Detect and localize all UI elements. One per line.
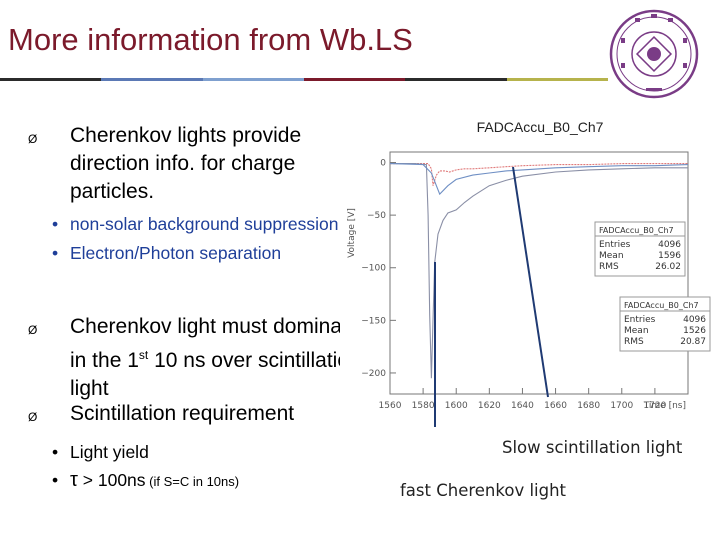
bullet-direction-info: Cherenkov lights provide direction info.… [70,124,302,203]
x-tick-label: 1580 [412,401,435,411]
stats-value: 26.02 [655,262,681,272]
bullet-marker: Ø [28,410,38,424]
x-tick-label: 1620 [478,401,501,411]
stats-value: 1526 [683,326,706,336]
waveform-series-2 [390,163,688,379]
stats-value: 1596 [658,251,681,261]
stats-value: 20.87 [680,337,706,347]
bullet-marker: Ø [28,323,38,337]
sub-bullet-suppression: • non-solar background suppression [52,214,339,234]
university-seal-icon [609,9,699,99]
stats-label: Mean [624,326,649,336]
slow-scintillation-label: Slow scintillation light [502,438,683,457]
x-tick-label: 1600 [445,401,468,411]
y-tick-label: −200 [361,369,386,379]
bullet-scintillation-requirement: Scintillation requirement [70,402,295,425]
rule-segment [506,78,608,81]
x-tick-label: 1660 [544,401,567,411]
plot-frame [389,151,689,395]
waveform-series-3 [389,163,689,196]
x-tick-label: 1640 [511,401,534,411]
rule-segment [0,78,102,81]
rule-segment [405,78,507,81]
sub-bullet-separation: • Electron/Photon separation [52,243,282,263]
x-axis-label: Time [ns] [643,401,686,411]
sub-bullet-light-yield: • Light yield [52,442,149,462]
rule-segment [101,78,203,81]
y-tick-label: −50 [367,211,386,221]
y-tick-label: 0 [380,159,386,169]
y-tick-label: −150 [361,316,386,326]
y-axis-label: Voltage [V] [347,208,357,258]
bullet-marker: Ø [28,132,38,146]
stats-box [619,296,711,352]
stats-label: RMS [624,337,644,347]
rule-segment [303,78,406,81]
fast-cherenkov-label: fast Cherenkov light [400,481,567,500]
slide-title: More information from Wb.LS [8,22,413,57]
fadc-waveform-chart: FADCAccu_B0_Ch7 0 −50 −100 −150 −200 1560 1580 1… [340,112,720,427]
title-divider [0,78,608,81]
stats-box [594,221,686,277]
y-tick-label: −100 [361,264,386,274]
stats-value: 4096 [658,240,681,250]
stats-label: RMS [599,262,619,272]
stats-title: FADCAccu_B0_Ch7 [599,226,674,235]
stats-label: Mean [599,251,624,261]
bullet-cherenkov-dominate: Cherenkov light must dominate in the 1st… [70,315,361,400]
x-tick-label: 1720 [643,401,666,411]
stats-title: FADCAccu_B0_Ch7 [624,301,699,310]
rule-segment [202,78,304,81]
slow-pointer-line [512,166,549,398]
x-tick-label: 1700 [610,401,633,411]
stats-label: Entries [599,240,631,250]
chart-title: FADCAccu_B0_Ch7 [477,119,604,135]
stats-value: 4096 [683,315,706,325]
stats-label: Entries [624,315,656,325]
x-tick-label: 1680 [577,401,600,411]
sub-bullet-tau: • τ > 100ns (if S=C in 10ns) [52,469,240,491]
x-tick-label: 1560 [379,401,402,411]
